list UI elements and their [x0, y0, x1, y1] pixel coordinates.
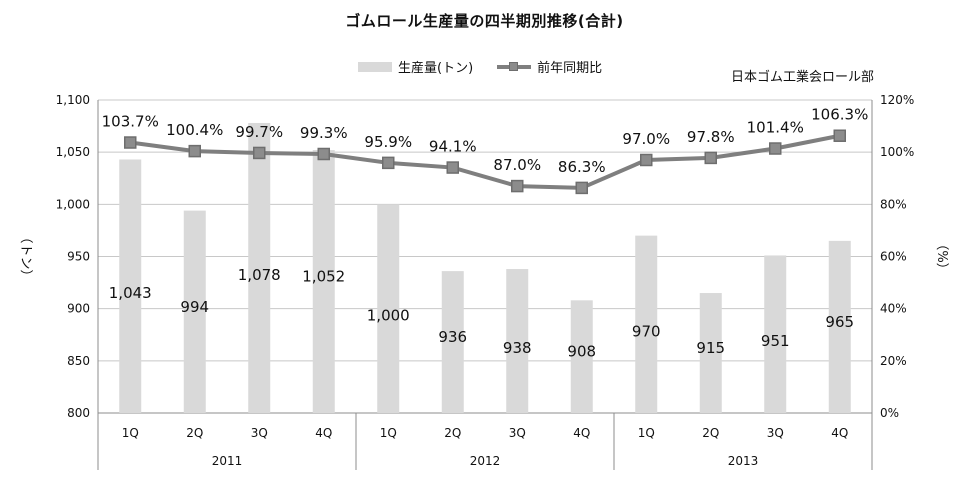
bar-value-label: 1,000 [367, 307, 410, 325]
y-right-tick-label: 60% [880, 250, 907, 264]
line-value-label: 99.3% [300, 124, 348, 142]
line-point [382, 156, 395, 170]
legend-line-swatch [497, 61, 532, 72]
x-tick-label: 2Q [702, 426, 719, 440]
y-right-tick-label: 40% [880, 302, 907, 316]
bar [312, 150, 335, 413]
x-tick-label: 1Q [638, 426, 655, 440]
bar [570, 300, 593, 413]
line-point [769, 142, 782, 155]
x-tick-label: 3Q [767, 426, 784, 440]
line-value-label: 100.4% [166, 121, 223, 139]
bar [248, 122, 271, 413]
y-right-tick-label: 120% [880, 93, 914, 107]
bar [377, 204, 400, 413]
line-point [253, 146, 266, 160]
line-point [640, 153, 653, 167]
y-left-tick-label: 1,100 [56, 93, 90, 107]
x-tick-label: 1Q [122, 426, 139, 440]
line-point [511, 179, 524, 193]
line-value-label: 97.8% [687, 128, 735, 146]
bar [764, 255, 787, 413]
line-point [124, 136, 137, 149]
legend-line-label: 前年同期比 [537, 61, 603, 76]
bar [699, 293, 722, 413]
line-value-label: 87.0% [493, 156, 541, 174]
line-point [188, 144, 201, 158]
line-point [446, 161, 459, 174]
line-point [833, 129, 846, 142]
bar [828, 240, 851, 413]
bar-value-label: 915 [696, 339, 725, 357]
bar [119, 159, 142, 413]
bar [506, 269, 529, 413]
bar-value-label: 951 [761, 332, 790, 350]
legend-bar-swatch [358, 61, 392, 72]
y-left-tick-label: 1,000 [56, 197, 90, 211]
line-value-label: 99.7% [235, 123, 283, 141]
chart-source: 日本ゴム工業会ロール部 [730, 70, 874, 85]
x-group-label: 2012 [470, 454, 501, 468]
bar [635, 235, 658, 413]
bar-value-label: 965 [825, 313, 854, 331]
line-point [704, 151, 717, 165]
x-tick-label: 3Q [251, 426, 268, 440]
bar-value-label: 908 [567, 343, 596, 361]
x-tick-label: 1Q [380, 426, 397, 440]
y-right-tick-label: 100% [880, 145, 914, 159]
x-tick-label: 2Q [444, 426, 461, 440]
y-left-tick-label: 1,050 [56, 145, 90, 159]
line-point [317, 147, 330, 161]
bar-value-label: 1,043 [109, 284, 152, 302]
line-value-label: 95.9% [364, 133, 412, 151]
line-value-label: 97.0% [622, 130, 670, 148]
y-left-tick-label: 850 [67, 354, 90, 368]
line-value-label: 101.4% [747, 119, 804, 137]
y-right-tick-label: 80% [880, 197, 907, 211]
x-group-label: 2011 [212, 454, 243, 468]
line-point [575, 181, 588, 195]
x-group-label: 2013 [728, 454, 759, 468]
line-value-label: 86.3% [558, 158, 606, 176]
bar [441, 271, 464, 413]
chart-legend: 生産量(トン) 前年同期比 [358, 57, 602, 76]
legend-bar-label: 生産量(トン) [398, 61, 474, 76]
bar-value-label: 1,052 [302, 268, 345, 286]
bar [183, 210, 206, 413]
x-tick-label: 4Q [573, 426, 590, 440]
y-left-tick-label: 800 [67, 406, 90, 420]
y-right-tick-label: 20% [880, 354, 907, 368]
chart-title: ゴムロール生産量の四半期別推移(合計) [345, 12, 624, 30]
line-value-label: 103.7% [102, 113, 159, 131]
line-value-label: 106.3% [811, 106, 868, 124]
x-tick-label: 3Q [509, 426, 526, 440]
bar-value-label: 970 [632, 322, 661, 340]
bar-value-label: 994 [180, 298, 209, 316]
y-right-tick-label: 0% [880, 406, 899, 420]
x-tick-label: 4Q [831, 426, 848, 440]
y-left-tick-label: 900 [67, 302, 90, 316]
bar-value-label: 938 [503, 339, 532, 357]
x-tick-label: 4Q [315, 426, 332, 440]
y-left-axis-title: （トン） [18, 230, 33, 282]
bar-value-label: 936 [438, 328, 467, 346]
x-tick-label: 2Q [186, 426, 203, 440]
y-left-tick-label: 950 [67, 250, 90, 264]
y-right-axis-title: （%） [934, 237, 949, 275]
bar-value-label: 1,078 [238, 266, 281, 284]
line-value-label: 94.1% [429, 138, 477, 156]
series-line [129, 133, 841, 190]
